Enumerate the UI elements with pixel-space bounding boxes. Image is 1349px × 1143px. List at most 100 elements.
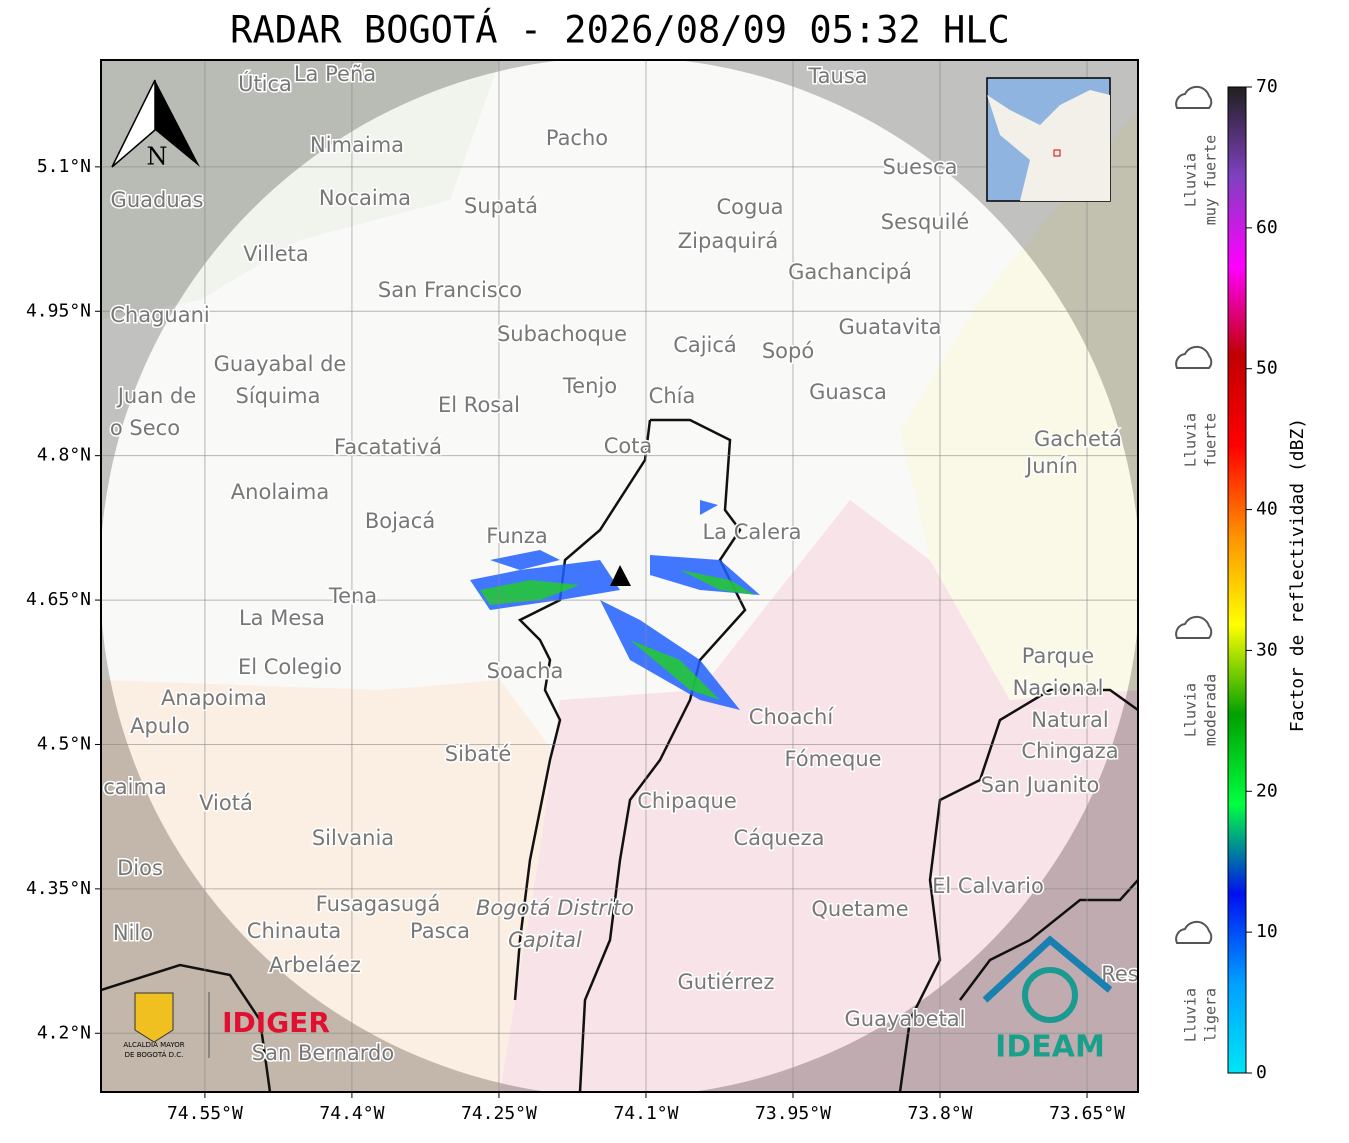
place-name: Suesca: [883, 155, 958, 179]
place-name: Chingaza: [1021, 739, 1118, 763]
logos: ALCALDÍA MAYOR DE BOGOTÁ D.C. IDIGER IDE…: [123, 935, 1113, 1065]
place-name: Anapoima: [161, 686, 267, 710]
logo-text: ALCALDÍA MAYOR: [123, 1040, 184, 1049]
place-name: Sesquilé: [881, 210, 969, 234]
place-name: Chaguani: [110, 303, 210, 327]
place-name: Res: [1101, 962, 1139, 986]
place-name: Síquima: [236, 384, 321, 408]
colorbar: [1227, 86, 1247, 1074]
place-name: Subachoque: [497, 322, 627, 346]
y-tick-label: 4.65°N: [26, 589, 91, 610]
place-name: Capital: [508, 928, 582, 952]
rain-class-label: Lluvia: [1182, 683, 1200, 737]
place-name: Dios: [117, 856, 163, 880]
colorbar-tick-label: 10: [1256, 921, 1278, 942]
rain-icon: [1175, 345, 1213, 369]
place-name: Junín: [1024, 454, 1078, 478]
place-name: Sibaté: [445, 742, 512, 766]
rain-class-label: Lluvia: [1182, 988, 1200, 1042]
y-tick-label: 5.1°N: [37, 156, 91, 177]
x-tick-label: 74.55°W: [167, 1103, 243, 1124]
place-name: Gachancipá: [788, 260, 912, 284]
rain-class-label: Lluvia: [1182, 413, 1200, 467]
place-name: Viotá: [199, 791, 253, 815]
place-name: Villeta: [243, 242, 308, 266]
logo-text: DE BOGOTÁ D.C.: [125, 1050, 184, 1059]
y-tick-label: 4.5°N: [37, 733, 91, 754]
north-arrow: N: [111, 79, 200, 171]
place-name: Pacho: [546, 126, 608, 150]
place-name: Guaduas: [111, 188, 204, 212]
place-name: San Juanito: [981, 773, 1100, 797]
x-tick-label: 73.65°W: [1049, 1103, 1125, 1124]
place-name: Tenjo: [562, 374, 617, 398]
place-name: Parque: [1022, 644, 1094, 668]
place-name: Arbeláez: [269, 953, 361, 977]
place-name: Nimaima: [310, 133, 404, 157]
place-name: Zipaquirá: [678, 229, 778, 253]
y-tick-label: 4.35°N: [26, 878, 91, 899]
rain-icon: [1175, 615, 1213, 639]
rain-class-label: moderada: [1202, 674, 1220, 746]
rain-icon: [1175, 920, 1213, 944]
x-tick-label: 74.1°W: [613, 1103, 678, 1124]
map: Útica La Peña Tausa Pacho Nimaima Guaduas Noca…: [101, 60, 1139, 1092]
place-name: Chinauta: [247, 919, 341, 943]
colorbar-tick-label: 30: [1256, 639, 1278, 660]
place-name: o Seco: [110, 416, 180, 440]
place-name: Tausa: [807, 64, 867, 88]
place-name: El Rosal: [438, 393, 520, 417]
colorbar-tick-label: 50: [1256, 358, 1278, 379]
place-name: Chía: [649, 384, 696, 408]
rain-class-label: ligera: [1202, 988, 1220, 1042]
place-name: Supatá: [464, 194, 538, 218]
place-name: Juan de: [116, 384, 197, 408]
place-name: El Calvario: [932, 874, 1044, 898]
place-name: Guayabal de: [214, 352, 347, 376]
place-name: Quetame: [811, 897, 908, 921]
place-name: Fómeque: [784, 747, 881, 771]
place-name: Bojacá: [365, 509, 435, 533]
y-tick-label: 4.2°N: [37, 1022, 91, 1043]
rain-class-label: muy fuerte: [1202, 135, 1220, 225]
place-name: Anolaima: [231, 480, 329, 504]
x-tick-label: 74.4°W: [319, 1103, 384, 1124]
place-name: Fusagasugá: [316, 892, 441, 916]
place-name: Soacha: [487, 659, 564, 683]
y-tick-label: 4.95°N: [26, 300, 91, 321]
place-name: Gachetá: [1034, 427, 1122, 451]
rain-icon: [1175, 85, 1213, 109]
place-name: Cáqueza: [734, 826, 825, 850]
place-name: Cajicá: [673, 333, 737, 357]
colorbar-tick-label: 0: [1256, 1062, 1267, 1083]
x-tick-label: 73.8°W: [907, 1103, 972, 1124]
place-name: Gutiérrez: [678, 970, 775, 994]
colorbar-tick-label: 70: [1256, 76, 1278, 97]
place-name: caima: [103, 775, 167, 799]
y-tick-label: 4.8°N: [37, 445, 91, 466]
place-name: Guasca: [809, 380, 887, 404]
place-name: Pasca: [410, 919, 470, 943]
place-name: Chipaque: [637, 789, 737, 813]
inset-map: [986, 77, 1111, 202]
place-name: Tena: [328, 584, 377, 608]
place-name: Apulo: [130, 714, 190, 738]
logo-text: IDEAM: [995, 1030, 1105, 1065]
place-name: Sopó: [762, 339, 814, 363]
place-name: Útica: [238, 71, 292, 96]
rain-class-label: fuerte: [1202, 413, 1220, 467]
title: RADAR BOGOTÁ - 2026/08/09 05:32 HLC: [230, 8, 1010, 52]
x-tick-label: 73.95°W: [755, 1103, 831, 1124]
place-name: Nilo: [113, 921, 153, 945]
colorbar-tick-label: 20: [1256, 780, 1278, 801]
map-frame: [100, 59, 1139, 1093]
place-name: La Mesa: [239, 606, 325, 630]
colorbar-tick-label: 40: [1256, 499, 1278, 520]
place-name: La Calera: [702, 520, 801, 544]
place-name: Cogua: [716, 195, 783, 219]
logo-text: IDIGER: [222, 1006, 330, 1039]
place-name: Silvania: [312, 826, 394, 850]
colorbar-label: Factor de reflectividad (dBZ): [1287, 418, 1308, 732]
place-name: Bogotá Distrito: [476, 896, 634, 920]
colorbar-tick-label: 60: [1256, 217, 1278, 238]
